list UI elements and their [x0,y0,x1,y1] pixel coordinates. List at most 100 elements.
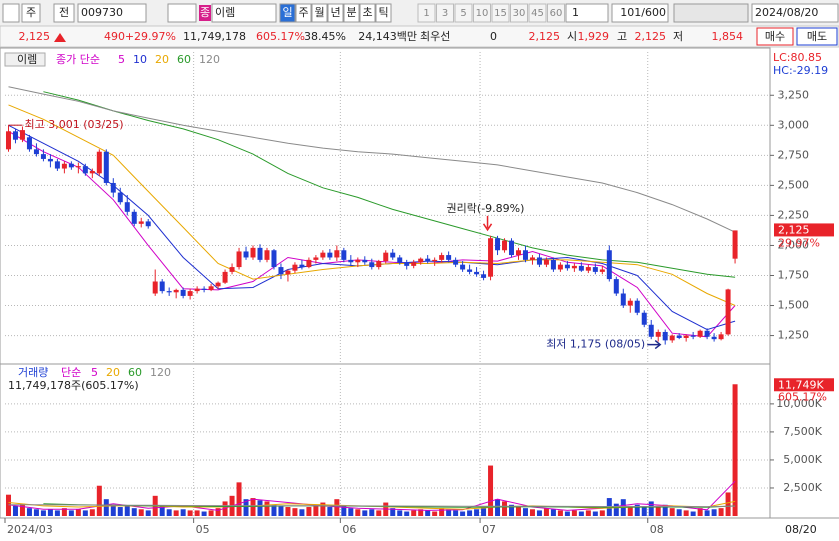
volume-bar [68,510,74,516]
volume-legend-name: 거래량 [18,366,48,379]
candle-body [138,221,144,224]
period-button[interactable] [295,3,312,23]
candle-body [564,264,570,269]
candle-body [96,151,102,174]
candle-body [697,330,703,337]
candle-body [669,335,675,341]
date-input[interactable] [751,3,839,23]
badge-text: 종 [200,6,210,19]
interval-button[interactable] [473,3,491,23]
volume-bar [89,509,95,516]
candle-body [362,259,368,263]
interval-label: 15 [494,8,507,19]
buy-button[interactable] [756,27,794,46]
volume-bar [543,508,549,516]
interval-button[interactable] [454,3,473,23]
candle-body [278,267,284,275]
candle-body [543,259,549,265]
quote-low: 1,854 [712,30,744,43]
candle-body [54,161,60,169]
candle-body [348,259,354,263]
volume-bar [585,510,591,516]
volume-bar [683,510,689,516]
type-button[interactable] [53,3,75,23]
y-tick-label: 2,250 [778,208,810,221]
date: 2024/08/20 [755,6,818,19]
candle-body [201,288,207,290]
volume-bar [187,510,193,516]
ma-line [8,86,736,233]
volume-ma-line [8,504,736,508]
volume-bar [536,510,542,516]
name-input[interactable] [211,3,277,23]
candle-body [229,267,235,272]
volume-bar [327,507,333,516]
period-label: 월 [314,6,324,19]
y-tick-label: 1,250 [778,329,810,342]
candle-body [124,202,130,212]
interval-button[interactable] [510,3,528,23]
volume-bar [690,511,696,516]
market-select[interactable] [21,3,41,23]
period-button[interactable] [327,3,344,23]
sound-button[interactable] [167,3,197,23]
price-tag-rate: 29.97% [778,236,820,249]
candle-body [725,289,731,335]
volume-bar [481,508,487,516]
candle-body [418,258,424,263]
volume-bar [61,508,67,516]
volume-bar [502,501,508,516]
y-tick-label: 1,500 [778,299,810,312]
candle-body [215,282,221,287]
candle-body [599,269,605,272]
candle-body [194,288,200,292]
volume-bar [103,499,109,516]
candle-body [529,257,535,260]
volume-bar [495,499,501,516]
volume-tick-label: 2,500K [783,481,822,494]
period-label: 틱 [378,6,388,19]
volume-bar [145,510,151,516]
period-button[interactable] [359,3,376,23]
period-button[interactable] [311,3,328,23]
volume-bar [550,509,556,516]
volume-bar [474,509,480,516]
volume-bar [376,510,382,516]
candle-body [103,151,109,183]
x-tick-label: 06 [342,523,356,536]
volume-bar [578,511,584,516]
unit-select[interactable] [565,3,609,23]
type: 전 [59,6,69,19]
period-label: 년 [330,6,340,19]
annotation-arrow [647,339,662,350]
candle-body [509,240,515,256]
tool-icons[interactable] [673,3,749,23]
candle-body [173,289,179,293]
y-tick-label: 1,750 [778,268,810,281]
y-tick-label: 2,000 [778,238,810,251]
volume-bar [47,509,53,516]
sell-button[interactable] [796,27,838,46]
interval-button[interactable] [528,3,547,23]
volume-bar [201,511,207,516]
code-input[interactable] [77,3,147,23]
period-button[interactable] [343,3,360,23]
candle-body [690,335,696,337]
period-button[interactable] [375,3,392,23]
interval-label: 1 [423,8,429,19]
volume-bar [341,505,347,516]
interval-label: 3 [442,8,448,19]
interval-label: 10 [476,8,489,19]
legend-entry: 20 [155,53,169,66]
candle-body [536,257,542,265]
interval-button[interactable] [547,3,565,23]
legend-type: 종가 단순 [56,53,100,66]
interval-button[interactable] [491,3,510,23]
quote-low-label: 저 [673,30,683,43]
period-button[interactable] [279,3,296,23]
interval-button[interactable] [417,3,436,23]
icon-button[interactable] [2,3,20,23]
count-input[interactable] [611,3,669,23]
candle-body [613,279,619,294]
interval-button[interactable] [436,3,454,23]
